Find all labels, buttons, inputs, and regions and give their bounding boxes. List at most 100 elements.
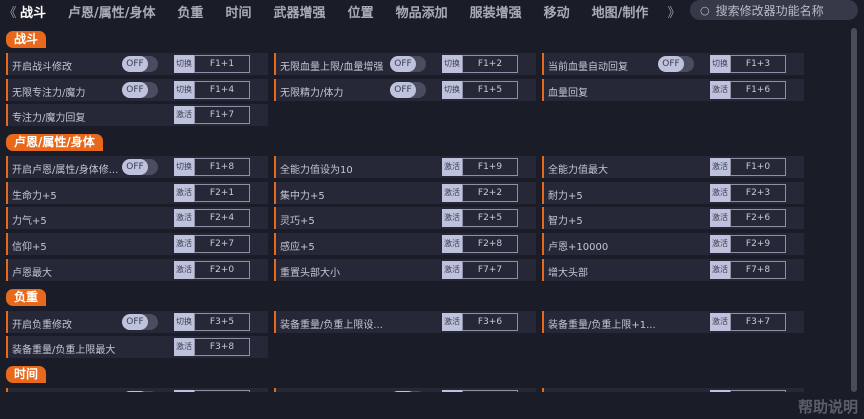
tab-item[interactable]: 物品添加 <box>395 5 448 21</box>
hotkey-field[interactable]: F1+5 <box>462 80 518 99</box>
section-header: 负重 <box>6 288 47 306</box>
cheat-row: 全能力值设为10 激活 F1+9 <box>274 156 536 179</box>
hotkey-field[interactable]: F2+7 <box>194 234 250 253</box>
hotkey-field[interactable]: F1+3 <box>730 55 786 73</box>
cheat-row: 耐力+5 激活 F2+3 <box>542 181 804 204</box>
hotkey-field[interactable]: F3+7 <box>730 312 786 331</box>
toggle-switch[interactable]: OFF <box>658 56 694 72</box>
hotkey-mode: 激活 <box>710 234 730 253</box>
toggle-switch[interactable]: OFF <box>390 391 426 392</box>
cheat-label: 重置头部大小 <box>280 267 340 279</box>
hotkey-field[interactable]: F1+7 <box>194 106 250 125</box>
tab-item[interactable]: 位置 <box>347 5 374 21</box>
cheat-label: 开启负重修改 <box>12 319 72 331</box>
cheat-row: 重置头部大小 激活 F7+7 <box>274 258 536 281</box>
cheat-row: 专注力/魔力回复 激活 F1+7 <box>6 104 268 127</box>
hotkey-field[interactable]: F2+5 <box>462 209 518 228</box>
toggle-switch[interactable]: OFF <box>390 81 426 98</box>
hotkey-field[interactable]: F7+8 <box>730 260 786 279</box>
hotkey-mode: 激活 <box>174 234 194 253</box>
toggle-switch[interactable]: OFF <box>122 56 158 72</box>
cheat-label: 卢恩+10000 <box>548 241 609 253</box>
hotkey-field[interactable]: F7+7 <box>462 260 518 279</box>
help-button[interactable]: 帮助说明 <box>797 398 858 416</box>
cheat-row: 无限专注力/魔力 OFF 切换 F1+4 <box>6 78 268 101</box>
tab-item[interactable]: 负重 <box>177 5 204 21</box>
cheat-label: 灵巧+5 <box>280 216 315 228</box>
cheat-label: 装备重量/负重上限+1... <box>548 319 656 331</box>
toggle-switch[interactable]: OFF <box>390 56 426 72</box>
hotkey-mode: 激活 <box>174 260 194 279</box>
hotkey-field[interactable]: F4+3 <box>194 390 250 392</box>
hotkey-field[interactable]: F2+2 <box>462 183 518 202</box>
tab-item[interactable]: 移动 <box>543 5 570 21</box>
hotkey-field[interactable]: F3+8 <box>194 338 250 357</box>
tab-item[interactable]: 服装增强 <box>469 5 522 21</box>
cheat-label: 信仰+5 <box>12 241 47 253</box>
cheat-label: 耐力+5 <box>548 190 583 202</box>
cheat-label: 感应+5 <box>280 241 315 253</box>
hotkey-mode: 激活 <box>710 80 730 99</box>
hotkey-field[interactable]: F2+9 <box>730 234 786 253</box>
search-input[interactable]: ○ 搜索修改器功能名称 <box>690 0 858 20</box>
cheat-row: 血量回复 激活 F1+6 <box>542 78 804 101</box>
hotkey-field[interactable]: F1+2 <box>462 55 518 73</box>
hotkey-field[interactable]: F1+0 <box>730 158 786 177</box>
toggle-state: OFF <box>122 391 148 392</box>
scroll-tabs-left-icon[interactable]: 《 <box>3 5 17 21</box>
search-placeholder: 搜索修改器功能名称 <box>715 3 824 18</box>
hotkey-field[interactable]: F2+8 <box>462 234 518 253</box>
hotkey-field[interactable]: F1+9 <box>462 158 518 177</box>
hotkey-field[interactable]: F1+8 <box>194 158 250 177</box>
cheat-label: 无限精力/体力 <box>280 87 344 99</box>
cheat-row: 全能力值最大 激活 F1+0 <box>542 156 804 179</box>
cheat-row: 智力+5 激活 F2+6 <box>542 207 804 230</box>
toggle-state: OFF <box>658 56 684 72</box>
cheat-label: 全能力值设为10 <box>280 165 353 177</box>
tab-item[interactable]: 战斗 <box>20 5 47 21</box>
cheat-label: 无限血量上限/血量增强 <box>280 62 384 73</box>
toggle-state: OFF <box>390 391 416 392</box>
tab-item[interactable]: 武器增强 <box>273 5 326 21</box>
hotkey-field[interactable]: F2+1 <box>194 183 250 202</box>
tab-item[interactable]: 时间 <box>225 5 252 21</box>
hotkey-field[interactable]: F3+5 <box>194 312 250 331</box>
toggle-state: OFF <box>122 313 148 330</box>
hotkey-field[interactable]: F2+6 <box>730 209 786 228</box>
toggle-switch[interactable]: OFF <box>122 81 158 98</box>
tab-item[interactable]: 卢恩/属性/身体 <box>68 5 156 21</box>
scroll-tabs-right-icon[interactable]: 》 <box>667 5 681 21</box>
hotkey-field[interactable]: F1+6 <box>730 80 786 99</box>
cheat-row: 当前血量自动回复 OFF 切换 F1+3 <box>542 53 804 75</box>
hotkey-mode: 激活 <box>442 158 462 177</box>
cheat-label: 卢恩最大 <box>12 267 52 279</box>
hotkey-mode: 切换 <box>174 390 194 392</box>
cheat-label: 开启战斗修改 <box>12 62 72 73</box>
hotkey-field[interactable]: F1+4 <box>194 80 250 99</box>
hotkey-field[interactable]: F2+4 <box>194 209 250 228</box>
hotkey-field[interactable]: F3+6 <box>462 312 518 331</box>
cheat-row: 时间+1小时激活F4+5 <box>542 388 804 392</box>
toggle-state: OFF <box>122 81 148 98</box>
cheat-row: 卢恩+10000 激活 F2+9 <box>542 232 804 255</box>
hotkey-field[interactable]: F4+5 <box>730 390 786 392</box>
cheat-row: 开启战斗修改 OFF 切换 F1+1 <box>6 53 268 75</box>
hotkey-field[interactable]: F4+4 <box>462 390 518 392</box>
cheat-row: 时间锁定OFF切换F4+4 <box>274 388 536 392</box>
hotkey-mode: 激活 <box>710 209 730 228</box>
section-grid: 开启时间修改OFF切换F4+3时间锁定OFF切换F4+4时间+1小时激活F4+5 <box>6 388 846 392</box>
cheat-label: 开启卢恩/属性/身体修... <box>12 165 119 177</box>
hotkey-field[interactable]: F1+1 <box>194 55 250 73</box>
toggle-switch[interactable]: OFF <box>122 159 158 176</box>
hotkey-field[interactable]: F2+0 <box>194 260 250 279</box>
tab-item[interactable]: 地图/制作 <box>591 5 649 21</box>
hotkey-field[interactable]: F2+3 <box>730 183 786 202</box>
toggle-switch[interactable]: OFF <box>122 391 158 392</box>
tab-bar: 战斗 卢恩/属性/身体 负重 时间 武器增强 位置 物品添加 服装增强 移动 地图/制作 <box>20 2 680 21</box>
cheat-row: 开启卢恩/属性/身体修... OFF 切换 F1+8 <box>6 156 268 179</box>
scrollbar[interactable] <box>851 28 857 392</box>
cheat-row: 信仰+5 激活 F2+7 <box>6 232 268 255</box>
toggle-switch[interactable]: OFF <box>122 313 158 330</box>
cheat-label: 集中力+5 <box>280 190 325 202</box>
cheat-row: 开启时间修改OFF切换F4+3 <box>6 388 268 392</box>
